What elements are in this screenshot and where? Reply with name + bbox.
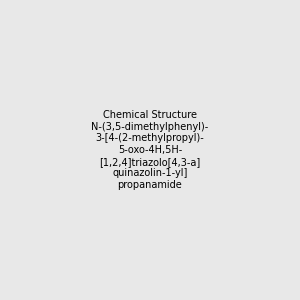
Text: Chemical Structure
N-(3,5-dimethylphenyl)-
3-[4-(2-methylpropyl)-
5-oxo-4H,5H-
[: Chemical Structure N-(3,5-dimethylphenyl… xyxy=(92,110,208,190)
